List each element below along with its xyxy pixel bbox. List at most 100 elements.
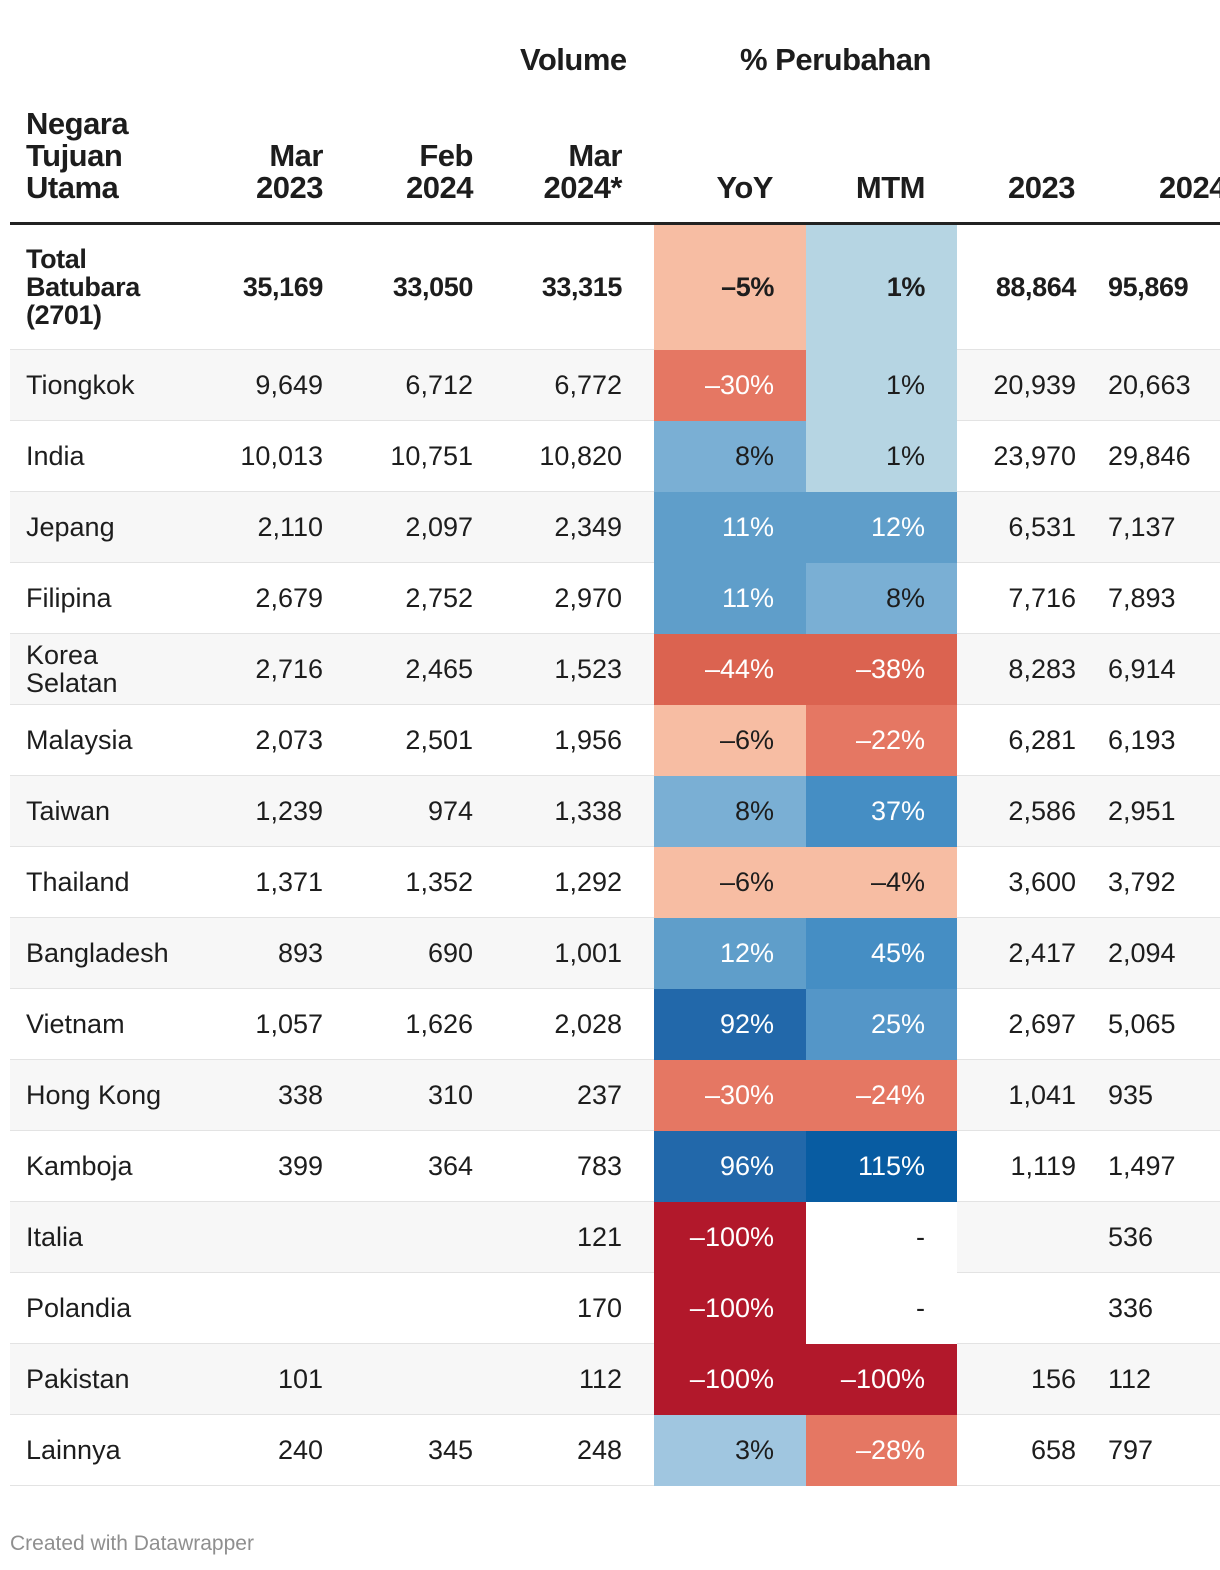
value-y2023: 88,864	[957, 225, 1108, 350]
country-name: India	[10, 420, 202, 492]
value-feb2024: 2,097	[355, 491, 505, 563]
value-mar2023: 9,649	[202, 349, 355, 421]
value-y2023: 156	[957, 1343, 1108, 1415]
value-feb2024: 33,050	[355, 225, 505, 350]
mtm-heat-cell: –22%	[806, 704, 957, 776]
yoy-heat-cell: 96%	[654, 1130, 806, 1202]
value-y2024: 29,846	[1108, 420, 1220, 492]
value-y2024: 95,869	[1108, 225, 1220, 350]
value-mar2024: 1,956	[505, 704, 654, 776]
mtm-heat-cell: –4%	[806, 846, 957, 918]
value-y2023: 3,600	[957, 846, 1108, 918]
value-mar2023: 35,169	[202, 225, 355, 350]
country-name: Tiongkok	[10, 349, 202, 421]
value-y2023: 2,697	[957, 988, 1108, 1060]
yoy-heat-cell: 8%	[654, 775, 806, 847]
value-feb2024: 10,751	[355, 420, 505, 492]
yoy-heat-cell: –5%	[654, 225, 806, 350]
yoy-heat-cell: 92%	[654, 988, 806, 1060]
table-row: Hong Kong 338 310 237 –30% –24% 1,041 935	[10, 1059, 1220, 1131]
country-name: Thailand	[10, 846, 202, 918]
table-row: Jepang 2,110 2,097 2,349 11% 12% 6,531 7,137	[10, 491, 1220, 563]
table-row: Korea Selatan 2,716 2,465 1,523 –44% –38% 8,28…	[10, 633, 1220, 705]
value-y2023: 1,119	[957, 1130, 1108, 1202]
mtm-heat-cell: -	[806, 1272, 957, 1344]
country-name: Korea Selatan	[10, 633, 202, 705]
yoy-heat-cell: 3%	[654, 1414, 806, 1486]
table-row: Vietnam 1,057 1,626 2,028 92% 25% 2,697 5,065	[10, 988, 1220, 1060]
table-row: Thailand 1,371 1,352 1,292 –6% –4% 3,600 3,792	[10, 846, 1220, 918]
country-name: Kamboja	[10, 1130, 202, 1202]
value-y2024: 6,914	[1108, 633, 1220, 705]
value-y2023: 6,281	[957, 704, 1108, 776]
yoy-heat-cell: –44%	[654, 633, 806, 705]
value-feb2024: 1,626	[355, 988, 505, 1060]
value-y2024: 7,137	[1108, 491, 1220, 563]
value-feb2024	[355, 1343, 505, 1415]
country-name: Jepang	[10, 491, 202, 563]
mtm-heat-cell: 45%	[806, 917, 957, 989]
value-mar2023: 10,013	[202, 420, 355, 492]
col-header-2023: 2023	[1008, 170, 1075, 205]
value-y2024: 112	[1108, 1343, 1220, 1415]
mtm-heat-cell: –24%	[806, 1059, 957, 1131]
value-y2024: 6,193	[1108, 704, 1220, 776]
total-row: Total Batubara (2701) 35,169 33,050 33,315–…	[10, 225, 1220, 350]
value-mar2023: 2,679	[202, 562, 355, 634]
value-mar2023: 1,057	[202, 988, 355, 1060]
table-row: India 10,013 10,751 10,820 8% 1% 23,970 29,846	[10, 420, 1220, 492]
table-row: Polandia 170 –100% - 336	[10, 1272, 1220, 1344]
data-table: Total Batubara (2701) 35,169 33,050 33,315–…	[10, 225, 1220, 1486]
table-row: Taiwan 1,239 974 1,338 8% 37% 2,586 2,951	[10, 775, 1220, 847]
datawrapper-credit: Created with Datawrapper	[10, 1532, 254, 1555]
value-mar2024: 237	[505, 1059, 654, 1131]
table-row: Kamboja 399 364 783 96% 115% 1,119 1,497	[10, 1130, 1220, 1202]
value-mar2024: 783	[505, 1130, 654, 1202]
value-mar2024: 2,970	[505, 562, 654, 634]
mtm-heat-cell: -	[806, 1201, 957, 1273]
value-mar2024: 2,028	[505, 988, 654, 1060]
value-mar2023	[202, 1272, 355, 1344]
value-mar2023: 338	[202, 1059, 355, 1131]
group-label-volume: Volume	[520, 42, 627, 77]
country-name: Malaysia	[10, 704, 202, 776]
yoy-heat-cell: –30%	[654, 1059, 806, 1131]
col-header-country: Negara Tujuan Utama	[26, 106, 129, 205]
value-y2024: 336	[1108, 1272, 1220, 1344]
table-row: Tiongkok 9,649 6,712 6,772 –30% 1% 20,939 20,66…	[10, 349, 1220, 421]
country-name: Italia	[10, 1201, 202, 1273]
value-y2023: 2,417	[957, 917, 1108, 989]
value-feb2024	[355, 1272, 505, 1344]
yoy-heat-cell: 8%	[654, 420, 806, 492]
value-mar2023: 1,239	[202, 775, 355, 847]
value-y2023	[957, 1272, 1108, 1344]
table-row: Pakistan 101 112 –100% –100% 156 112	[10, 1343, 1220, 1415]
table-row: Malaysia 2,073 2,501 1,956 –6% –22% 6,281 6,193	[10, 704, 1220, 776]
mtm-heat-cell: –38%	[806, 633, 957, 705]
value-y2023: 23,970	[957, 420, 1108, 492]
col-header-mtm: MTM	[855, 170, 926, 205]
country-name: Bangladesh	[10, 917, 202, 989]
value-feb2024: 6,712	[355, 349, 505, 421]
value-y2023: 1,041	[957, 1059, 1108, 1131]
table-row: Italia 121 –100% - 536	[10, 1201, 1220, 1273]
value-y2023: 20,939	[957, 349, 1108, 421]
country-name: Hong Kong	[10, 1059, 202, 1131]
country-name: Vietnam	[10, 988, 202, 1060]
yoy-heat-cell: –100%	[654, 1343, 806, 1415]
table-row: Bangladesh 893 690 1,001 12% 45% 2,417 2,094	[10, 917, 1220, 989]
country-name: Filipina	[10, 562, 202, 634]
value-feb2024: 1,352	[355, 846, 505, 918]
value-y2023: 8,283	[957, 633, 1108, 705]
yoy-heat-cell: –6%	[654, 704, 806, 776]
value-y2024: 2,094	[1108, 917, 1220, 989]
value-mar2024: 121	[505, 1201, 654, 1273]
value-mar2024: 170	[505, 1272, 654, 1344]
value-mar2024: 112	[505, 1343, 654, 1415]
value-feb2024: 2,465	[355, 633, 505, 705]
yoy-heat-cell: –30%	[654, 349, 806, 421]
col-header-mar2023: Mar 2023	[256, 138, 323, 205]
value-y2023: 658	[957, 1414, 1108, 1486]
country-name: Pakistan	[10, 1343, 202, 1415]
mtm-heat-cell: 1%	[806, 420, 957, 492]
